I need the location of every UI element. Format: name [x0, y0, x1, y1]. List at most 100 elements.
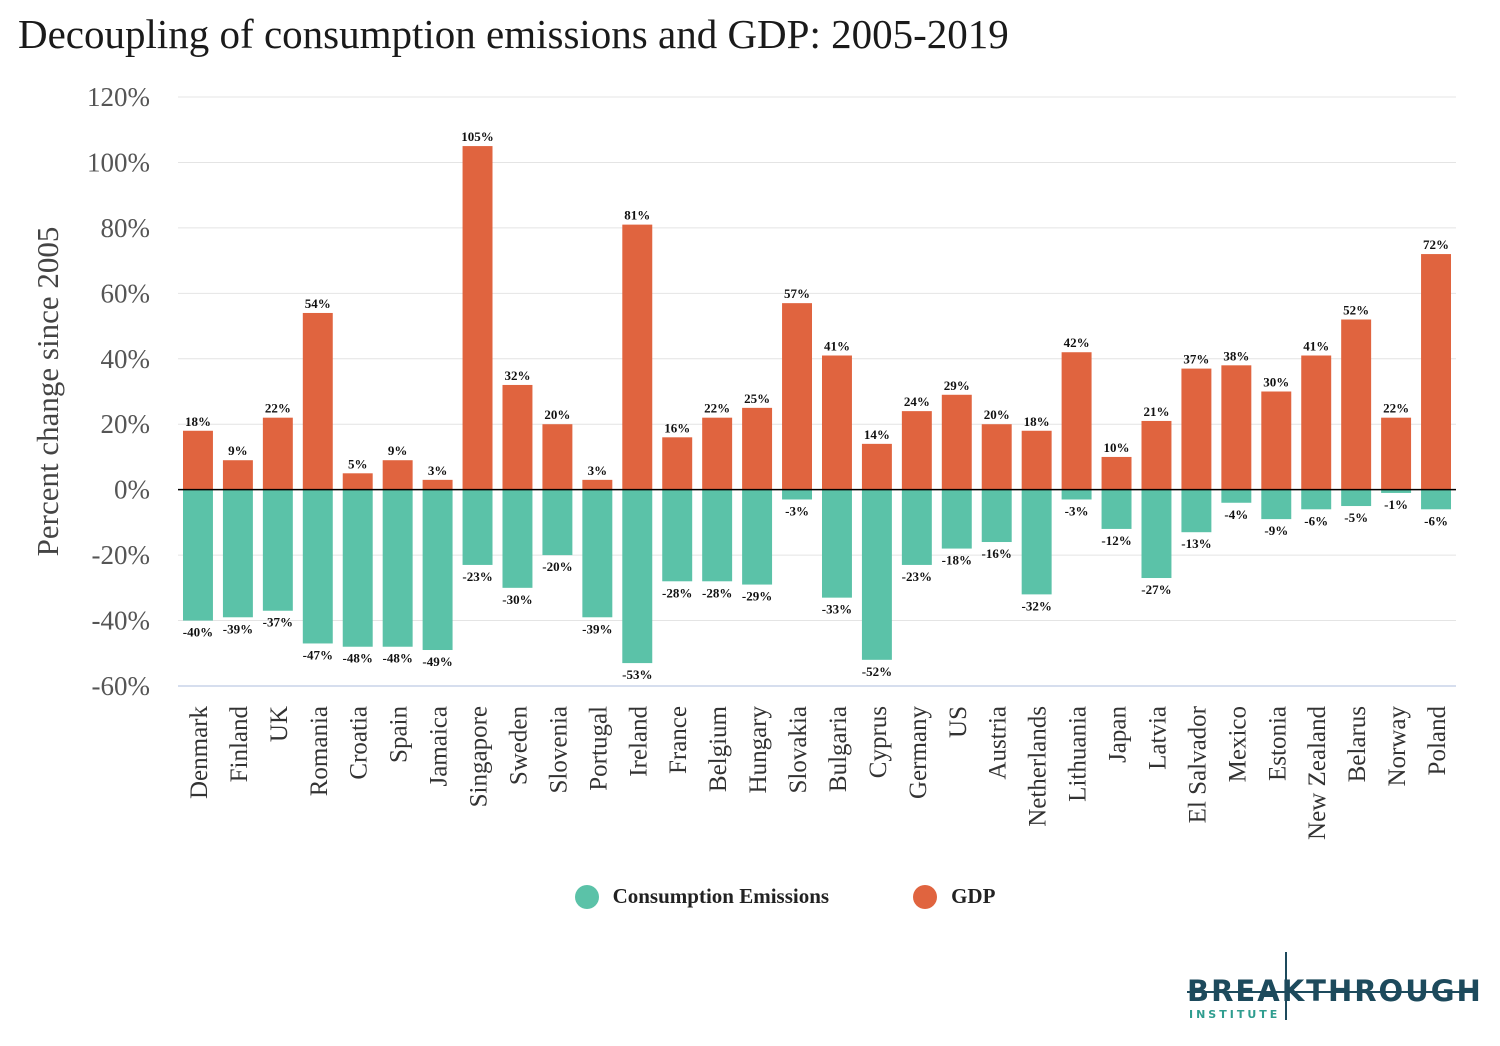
bar-gdp [1181, 368, 1212, 490]
bar-gdp [222, 460, 253, 490]
legend-label-gdp: GDP [951, 884, 996, 908]
bar-emissions [182, 489, 213, 621]
bar-gdp [542, 424, 573, 490]
bar-emissions [1101, 489, 1132, 529]
bar-gdp [662, 437, 693, 490]
data-label-gdp: 5% [348, 456, 368, 471]
bar-emissions [1021, 489, 1052, 595]
bar-gdp [1381, 417, 1412, 490]
data-label-emissions: -1% [1384, 497, 1408, 512]
x-tick-label: Spain [386, 706, 413, 763]
data-label-gdp: 18% [1024, 414, 1050, 429]
bar-emissions [462, 489, 493, 565]
y-tick-label: -60% [92, 671, 150, 701]
y-tick-label: 40% [101, 344, 151, 374]
data-label-gdp: 30% [1263, 375, 1289, 390]
bar-emissions [901, 489, 932, 565]
bar-emissions [582, 489, 613, 618]
bar-gdp [342, 473, 373, 490]
logo-wordmark: BREAKTHROUGH [1187, 974, 1483, 1008]
x-tick-label: Portugal [585, 706, 612, 791]
data-label-emissions: -49% [422, 654, 452, 669]
bar-gdp [622, 224, 653, 490]
bar-emissions [382, 489, 413, 647]
bar-gdp [702, 417, 733, 490]
legend-item-gdp[interactable]: GDP [873, 884, 995, 909]
data-label-emissions: -9% [1264, 523, 1288, 538]
y-tick-label: 20% [101, 409, 151, 439]
x-tick-label: Singapore [466, 706, 493, 807]
data-label-gdp: 24% [904, 394, 930, 409]
bar-emissions [1061, 489, 1092, 500]
data-label-emissions: -5% [1344, 510, 1368, 525]
x-tick-label: Lithuania [1065, 706, 1092, 802]
data-label-emissions: -48% [343, 651, 373, 666]
data-label-gdp: 54% [305, 296, 331, 311]
y-tick-label: 120% [87, 82, 150, 112]
data-label-gdp: 22% [704, 401, 730, 416]
bar-gdp [861, 443, 892, 490]
x-tick-label: Ireland [625, 706, 652, 777]
bar-gdp [502, 384, 533, 490]
data-label-gdp: 41% [1303, 339, 1329, 354]
data-label-emissions: -32% [1021, 598, 1051, 613]
data-label-emissions: -48% [382, 651, 412, 666]
legend-item-emissions[interactable]: Consumption Emissions [505, 884, 830, 909]
bar-emissions [1381, 489, 1412, 493]
bar-emissions [502, 489, 533, 588]
data-label-gdp: 16% [664, 420, 690, 435]
bar-emissions [1221, 489, 1252, 503]
data-label-emissions: -23% [462, 569, 492, 584]
y-tick-label: 100% [87, 147, 150, 177]
bar-emissions [662, 489, 693, 582]
axes: -60% -40% -20% 0% 20% 40% 60% 80% 100% 120% Percen… [30, 82, 1456, 840]
breakthrough-institute-logo: BREAKTHROUGH INSTITUTE [1185, 950, 1485, 1030]
x-tick-label: Romania [306, 706, 333, 796]
data-label-gdp: 81% [624, 208, 650, 223]
data-label-emissions: -37% [263, 615, 293, 630]
bar-gdp [1421, 254, 1452, 490]
data-label-emissions: -18% [942, 553, 972, 568]
data-label-emissions: -29% [742, 589, 772, 604]
data-label-emissions: -33% [822, 602, 852, 617]
data-label-gdp: 57% [784, 286, 810, 301]
x-tick-label: Austria [985, 706, 1012, 780]
bars [182, 146, 1452, 664]
legend-label-emissions: Consumption Emissions [612, 884, 830, 908]
logo-rule-vertical [1285, 952, 1287, 1020]
x-tick-label: El Salvador [1184, 705, 1211, 823]
data-label-gdp: 105% [461, 129, 494, 144]
y-tick-label: -20% [92, 540, 150, 570]
x-tick-label: Germany [905, 706, 932, 800]
data-label-emissions: -20% [542, 559, 572, 574]
bar-emissions [262, 489, 293, 611]
bar-gdp [582, 479, 613, 490]
bar-emissions [222, 489, 253, 618]
y-tick-label: 60% [101, 278, 151, 308]
bar-gdp [262, 417, 293, 490]
data-label-emissions: -39% [223, 621, 253, 636]
legend: Consumption Emissions GDP [0, 884, 1500, 909]
bar-emissions [622, 489, 653, 664]
data-label-gdp: 25% [744, 391, 770, 406]
bar-emissions [861, 489, 892, 660]
bar-gdp [901, 411, 932, 490]
bar-emissions [1421, 489, 1452, 510]
data-label-emissions: -30% [502, 592, 532, 607]
x-tick-label: Belarus [1344, 706, 1371, 782]
bar-emissions [1301, 489, 1332, 510]
bar-gdp [1021, 430, 1052, 490]
x-tick-label: New Zealand [1304, 706, 1331, 840]
data-label-gdp: 52% [1343, 303, 1369, 318]
data-label-gdp: 10% [1104, 440, 1130, 455]
data-label-emissions: -3% [1065, 503, 1089, 518]
logo-subtitle: INSTITUTE [1189, 1008, 1281, 1021]
bar-emissions [742, 489, 773, 585]
data-label-emissions: -13% [1181, 536, 1211, 551]
data-label-emissions: -40% [183, 625, 213, 640]
bar-emissions [1341, 489, 1372, 507]
bar-gdp [1141, 420, 1172, 490]
bar-emissions [302, 489, 333, 644]
bar-gdp [782, 303, 813, 490]
data-label-gdp: 18% [185, 414, 211, 429]
